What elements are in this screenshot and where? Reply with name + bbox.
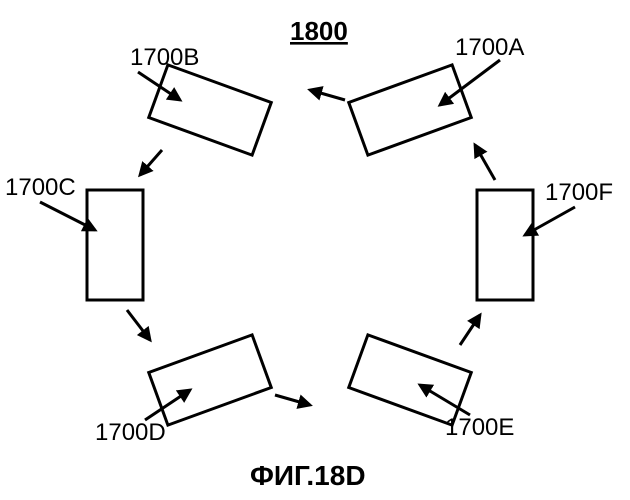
block-D bbox=[149, 335, 272, 425]
block-A bbox=[349, 65, 472, 155]
label-text: 1700E bbox=[445, 414, 514, 441]
flow-arrow-3 bbox=[275, 395, 310, 405]
flow-arrow-1 bbox=[140, 150, 162, 175]
blocks-layer bbox=[87, 65, 533, 425]
label-text: 1700D bbox=[95, 419, 166, 446]
figure-caption: ФИГ.18D bbox=[250, 460, 366, 491]
label-1700C: 1700C bbox=[5, 174, 95, 230]
block-C bbox=[87, 190, 143, 300]
figure-title: 1800 bbox=[290, 16, 348, 46]
block-B bbox=[149, 65, 272, 155]
label-text: 1700A bbox=[455, 34, 524, 61]
flow-arrow-2 bbox=[127, 310, 150, 340]
flow-arrow-0 bbox=[310, 90, 345, 100]
flow-arrow-5 bbox=[475, 145, 495, 180]
block-F bbox=[477, 190, 533, 300]
flow-arrow-4 bbox=[460, 315, 480, 345]
flow-arrows-layer bbox=[127, 90, 495, 405]
label-text: 1700B bbox=[130, 44, 199, 71]
block-E bbox=[349, 335, 472, 425]
label-text: 1700F bbox=[545, 179, 613, 206]
label-text: 1700C bbox=[5, 174, 76, 201]
label-1700F: 1700F bbox=[525, 179, 613, 235]
diagram-canvas: 1700A 1700B 1700C 1700D 1700E 1700F 1800 ФИГ.… bbox=[0, 0, 630, 500]
